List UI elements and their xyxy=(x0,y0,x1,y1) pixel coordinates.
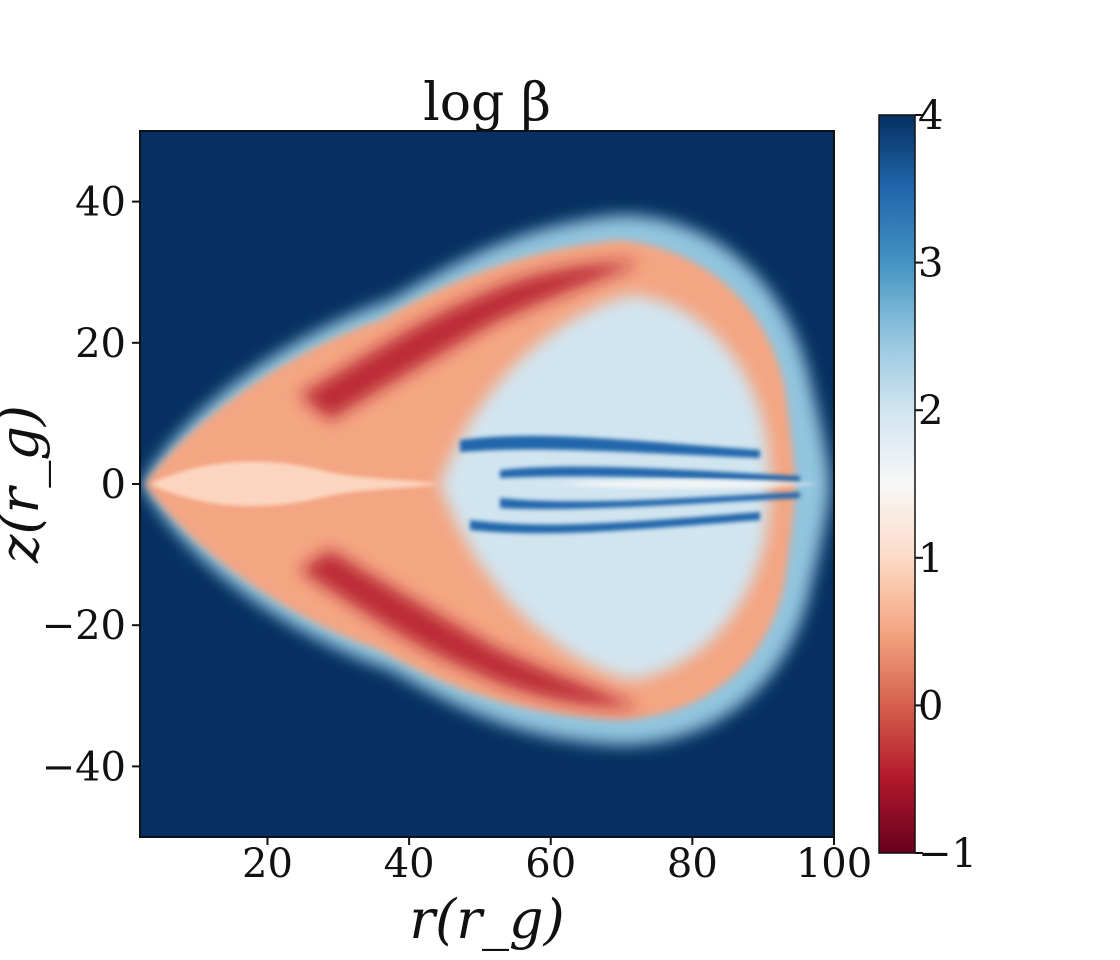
x-tick-label: 60 xyxy=(525,841,576,887)
colorbar-tick-label: 3 xyxy=(918,241,943,287)
y-tick-label: −20 xyxy=(42,603,126,649)
inner-turbulence xyxy=(150,461,440,507)
shell-dark-upper xyxy=(300,262,640,420)
shell-dark-lower xyxy=(300,550,640,708)
chart-title: log β xyxy=(423,73,551,133)
y-axis: −40 −20 0 20 40 xyxy=(42,180,140,790)
colorbar-ticks: −1 0 1 2 3 4 xyxy=(915,93,977,877)
colorbar-tick-label: 2 xyxy=(918,388,943,434)
midplane-thin-streak xyxy=(560,479,820,489)
x-tick-label: 40 xyxy=(384,841,435,887)
colorbar-tick-label: 0 xyxy=(918,683,943,729)
colorbar-gradient xyxy=(878,114,916,854)
y-tick-label: 0 xyxy=(101,462,126,508)
y-tick-label: 40 xyxy=(75,180,126,226)
colorbar-tick-label: 4 xyxy=(918,93,943,139)
x-tick-label: 100 xyxy=(796,841,872,887)
heatmap-field xyxy=(140,131,834,837)
y-axis-label: z(r_g) xyxy=(0,405,51,564)
x-axis-label: r(r_g) xyxy=(409,888,564,951)
midplane-streaks xyxy=(460,435,800,534)
x-tick-label: 80 xyxy=(667,841,718,887)
colorbar-tick-label: −1 xyxy=(918,831,977,877)
x-axis: 20 40 60 80 100 xyxy=(242,837,872,887)
cavity-region xyxy=(440,295,770,680)
y-tick-label: 20 xyxy=(75,321,126,367)
colorbar: −1 0 1 2 3 4 xyxy=(878,93,977,877)
y-tick-label: −40 xyxy=(42,744,126,790)
colorbar-tick-label: 1 xyxy=(918,536,943,582)
x-tick-label: 20 xyxy=(242,841,293,887)
